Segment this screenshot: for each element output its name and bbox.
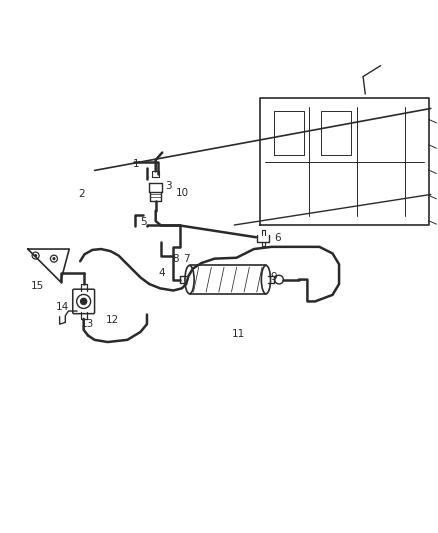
Text: 7: 7 <box>183 254 190 264</box>
Circle shape <box>35 255 36 256</box>
Text: 6: 6 <box>275 233 281 243</box>
Circle shape <box>53 258 55 260</box>
FancyBboxPatch shape <box>73 289 95 313</box>
Text: 15: 15 <box>31 281 44 291</box>
Text: 5: 5 <box>141 217 147 227</box>
Text: 11: 11 <box>232 329 245 339</box>
Text: 2: 2 <box>78 189 85 199</box>
Text: 8: 8 <box>172 254 179 264</box>
Text: 3: 3 <box>166 181 172 191</box>
Text: 12: 12 <box>106 315 119 325</box>
Text: 4: 4 <box>158 268 165 278</box>
Text: 1: 1 <box>133 159 139 169</box>
Text: 10: 10 <box>175 188 188 198</box>
Text: 9: 9 <box>270 272 277 282</box>
Circle shape <box>81 298 87 304</box>
Text: 13: 13 <box>81 319 94 329</box>
Text: 14: 14 <box>56 302 69 312</box>
